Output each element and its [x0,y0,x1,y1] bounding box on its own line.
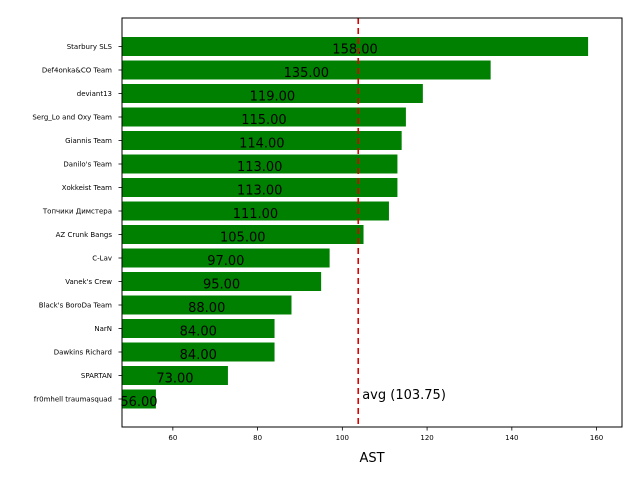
bar [122,272,322,291]
category-label: Топчики Димстера [42,208,112,216]
data-label: 115.00 [241,113,287,128]
data-label: 135.00 [284,66,330,81]
category-label: AZ Crunk Bangs [56,231,113,239]
x-tick-label: 60 [168,434,177,442]
data-label: 73.00 [156,372,193,387]
bar [122,248,330,268]
plot-frame [121,17,623,428]
category-label: C-Lav [92,255,112,263]
data-label: 105.00 [220,231,266,246]
bar [122,154,398,174]
bar [122,84,423,103]
data-label: 114.00 [239,137,285,152]
data-label: 111.00 [233,207,279,222]
x-ticks: 60 80 100 120 140 160 [168,427,603,442]
category-labels: Starbury SLS Def4onka&CO Team deviant13 Ser… [32,43,122,404]
data-label: 84.00 [180,348,217,363]
category-label: Def4onka&CO Team [42,67,112,75]
bar [122,366,228,385]
x-tick-label: 100 [336,434,349,442]
category-label: SPARTAN [81,372,112,380]
category-label: Dawkins Richard [54,349,112,357]
bar [122,319,275,338]
bar [122,295,292,315]
category-label: Starbury SLS [67,43,113,51]
data-label: 97.00 [207,254,244,269]
bar [122,37,589,56]
x-tick-label: 120 [420,434,433,442]
bar [122,225,364,244]
category-label: Giannis Team [65,137,112,145]
category-label: Black's BoroDa Team [39,302,112,310]
x-tick-label: 140 [505,434,518,442]
x-axis-label: AST [359,451,384,466]
category-label: fr0mhell traumasquad [34,396,112,404]
data-label: 84.00 [180,325,217,340]
category-label: Serg_Lo and Oxy Team [32,114,112,122]
average-label: avg (103.75) [362,388,446,403]
bar [122,201,389,221]
bar [122,178,398,197]
x-tick-label: 160 [590,434,603,442]
data-label: 113.00 [237,184,283,199]
bar [122,60,491,80]
data-label: 56.00 [120,395,157,410]
bar [122,342,275,362]
data-label: 113.00 [237,160,283,175]
data-label: 119.00 [250,90,296,105]
category-label: deviant13 [77,90,112,98]
data-label: 158.00 [332,43,378,58]
category-label: Danilo's Team [63,161,112,169]
bar [122,131,402,150]
data-label: 88.00 [188,301,225,316]
bar [122,107,406,127]
category-label: NarN [94,325,112,333]
x-tick-label: 80 [253,434,262,442]
category-label: Xokkeist Team [62,184,112,192]
bars-group [122,37,589,409]
bar [122,389,156,409]
category-label: Vanek's Crew [65,278,112,286]
data-label: 95.00 [203,278,240,293]
